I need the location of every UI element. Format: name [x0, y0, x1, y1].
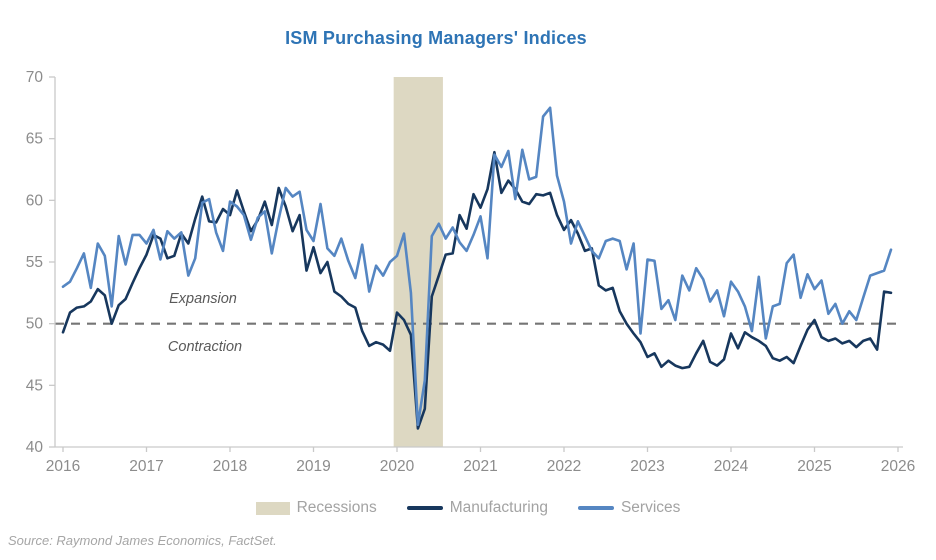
x-axis-label: 2021	[463, 458, 497, 475]
y-axis-label: 50	[26, 316, 44, 333]
x-axis-label: 2023	[630, 458, 664, 475]
y-axis-label: 45	[26, 377, 43, 394]
services-swatch	[577, 506, 614, 510]
x-axis-label: 2020	[380, 458, 415, 475]
legend-label-manufacturing: Manufacturing	[449, 499, 548, 516]
contraction-annotation: Contraction	[167, 339, 243, 355]
expansion-annotation: Expansion	[169, 291, 237, 307]
legend-item-services: Services	[577, 499, 681, 517]
chart-title: ISM Purchasing Managers' Indices	[285, 28, 587, 48]
x-axis-label: 2016	[46, 458, 80, 475]
x-axis-label: 2018	[213, 458, 247, 475]
series-line-manufacturing	[61, 150, 893, 430]
x-axis-label: 2019	[296, 458, 330, 475]
x-axis-label: 2024	[714, 458, 749, 475]
source-note: Source: Raymond James Economics, FactSet…	[8, 533, 277, 548]
recessions-swatch	[255, 501, 290, 515]
legend-item-manufacturing: Manufacturing	[406, 499, 548, 517]
x-axis-label: 2022	[547, 458, 581, 475]
x-axis-label: 2017	[129, 458, 163, 475]
y-axis-label: 55	[26, 254, 43, 271]
x-axis-label: 2026	[881, 458, 915, 475]
series-line-services	[61, 106, 893, 427]
chart-legend: Recessions Manufacturing Services	[0, 499, 936, 517]
x-axis-label: 2025	[797, 458, 831, 475]
y-axis-label: 40	[26, 439, 44, 456]
chart-svg: 40 45 50 55 60 65 70 2016 2017 2018 2019 2020 2021 20…	[26, 69, 915, 475]
y-axis-label: 65	[26, 131, 43, 148]
legend-label-recessions: Recessions	[296, 499, 377, 516]
legend-label-services: Services	[620, 499, 681, 516]
manufacturing-swatch	[406, 506, 443, 510]
y-axis-label: 60	[26, 192, 44, 209]
recession-band	[393, 77, 443, 447]
legend-item-recessions: Recessions	[255, 499, 377, 517]
y-axis-label: 70	[26, 69, 44, 86]
